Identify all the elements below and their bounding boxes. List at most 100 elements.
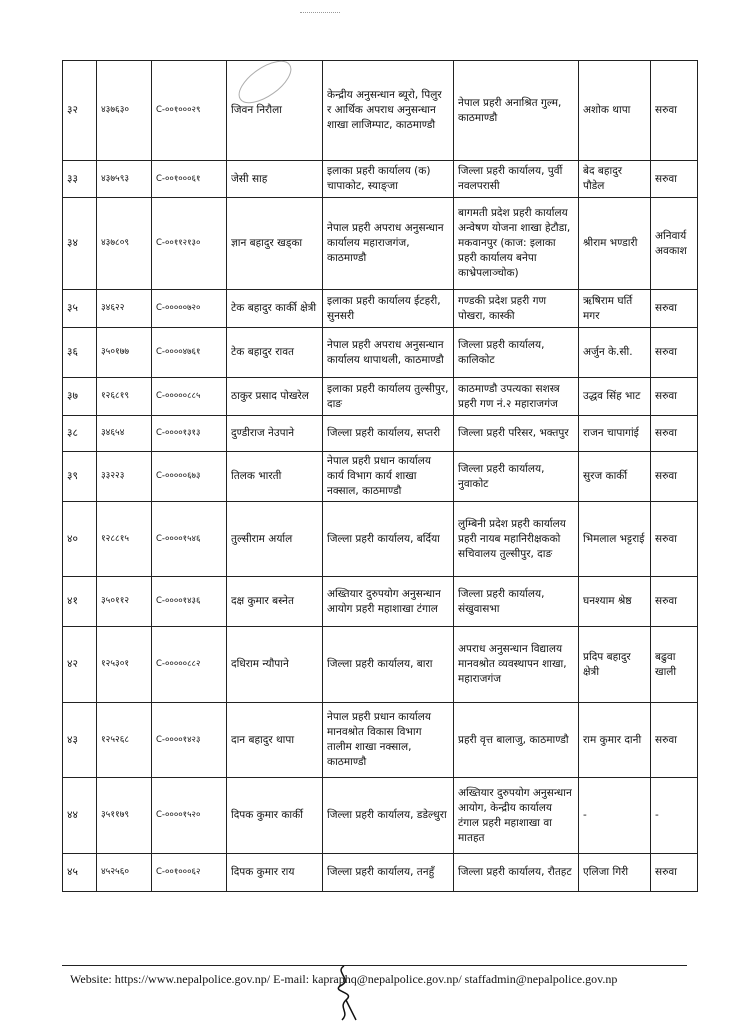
table-row: ३८ ३४६५४ C-००००१३१३ दुण्डीराज नेउपाने जिल्ला… <box>62 415 698 452</box>
employee-name: तुल्सीराम अर्याल <box>226 501 323 577</box>
employee-id: ३३२२३ <box>96 451 152 502</box>
table-row: ४४ ३५११७९ C-००००१५२० दिपक कुमार कार्की जिल्ल… <box>62 777 698 854</box>
remark: - <box>650 777 698 854</box>
table-row: ३६ ३५०१७७ C-००००४७६१ टेक बहादुर रावत नेपाल प… <box>62 327 698 378</box>
serial-number: ४५ <box>62 853 97 892</box>
employee-name: दान बहादुर थापा <box>226 702 323 778</box>
current-office: जिल्ला प्रहरी कार्यालय, तनहुँ <box>322 853 454 892</box>
employee-id: ३५०१७७ <box>96 327 152 378</box>
replacement-name: राम कुमार दानी <box>578 702 651 778</box>
transfer-office: जिल्ला प्रहरी कार्यालय, रौतहट <box>453 853 579 892</box>
current-office: नेपाल प्रहरी अपराध अनुसन्धान कार्यालय था… <box>322 327 454 378</box>
employee-id: ३४६५४ <box>96 415 152 452</box>
employee-name: टेक बहादुर रावत <box>226 327 323 378</box>
replacement-name: अर्जुन के.सी. <box>578 327 651 378</box>
signature <box>337 965 357 1021</box>
replacement-name: घनश्याम श्रेष्ठ <box>578 576 651 627</box>
code-number: C-०००००८८५ <box>151 377 227 416</box>
employee-id: ३५०११२ <box>96 576 152 627</box>
transfer-office: जिल्ला प्रहरी कार्यालय, कालिकोट <box>453 327 579 378</box>
scan-mark <box>300 12 340 27</box>
code-number: C-००००१५२० <box>151 777 227 854</box>
table-row: ३२ ४३७६३० C-००१०००२९ जिवन निरौला केन्द्रीय अ… <box>62 60 698 161</box>
employee-id: ४३७५९३ <box>96 160 152 198</box>
current-office: इलाका प्रहरी कार्यालय ईटहरी, सुनसरी <box>322 289 454 328</box>
transfer-office: लुम्बिनी प्रदेश प्रहरी कार्यालय प्रहरी न… <box>453 501 579 577</box>
replacement-name: उद्धव सिंह भाट <box>578 377 651 416</box>
remark: सरुवा <box>650 853 698 892</box>
employee-name: ठाकुर प्रसाद पोखरेल <box>226 377 323 416</box>
code-number: C-००१०००६१ <box>151 160 227 198</box>
current-office: नेपाल प्रहरी अपराध अनुसन्धान कार्यालय मह… <box>322 197 454 290</box>
footer-divider <box>62 965 687 966</box>
employee-name: दुण्डीराज नेउपाने <box>226 415 323 452</box>
transfer-office: जिल्ला प्रहरी परिसर, भक्तपुर <box>453 415 579 452</box>
employee-name: तिलक भारती <box>226 451 323 502</box>
remark: सरुवा <box>650 60 698 161</box>
employee-id: १२८८१५ <box>96 501 152 577</box>
code-number: C-०००००८८२ <box>151 626 227 703</box>
code-number: C-००००१४३६ <box>151 576 227 627</box>
code-number: C-००००१५४६ <box>151 501 227 577</box>
remark: सरुवा <box>650 377 698 416</box>
current-office: जिल्ला प्रहरी कार्यालय, सप्तरी <box>322 415 454 452</box>
serial-number: ३२ <box>62 60 97 161</box>
replacement-name: - <box>578 777 651 854</box>
employee-id: ३४६२२ <box>96 289 152 328</box>
employee-name: दधिराम न्यौपाने <box>226 626 323 703</box>
transfer-office: जिल्ला प्रहरी कार्यालय, संखुवासभा <box>453 576 579 627</box>
employee-id: १२५३०१ <box>96 626 152 703</box>
transfer-office: काठमाण्डौ उपत्यका सशस्त्र प्रहरी गण नं.२… <box>453 377 579 416</box>
serial-number: ४० <box>62 501 97 577</box>
table-row: ३३ ४३७५९३ C-००१०००६१ जेसी साह इलाका प्रहरी क… <box>62 160 698 198</box>
table-row: ३४ ४३७८०९ C-००११२१३० ज्ञान बहादुर खड्का नेपा… <box>62 197 698 290</box>
serial-number: ३४ <box>62 197 97 290</box>
transfer-office: प्रहरी वृत्त बालाजु, काठमाण्डौ <box>453 702 579 778</box>
table-row: ४१ ३५०११२ C-००००१४३६ दक्ष कुमार बस्नेत अख्ति… <box>62 576 698 627</box>
code-number: C-००००१३१३ <box>151 415 227 452</box>
employee-name: जेसी साह <box>226 160 323 198</box>
employee-id: १२५२६८ <box>96 702 152 778</box>
replacement-name: ऋषिराम घर्ति मगर <box>578 289 651 328</box>
current-office: नेपाल प्रहरी प्रधान कार्यालय कार्य विभाग… <box>322 451 454 502</box>
table-row: ३७ १२६८१९ C-०००००८८५ ठाकुर प्रसाद पोखरेल इला… <box>62 377 698 416</box>
employee-name: दक्ष कुमार बस्नेत <box>226 576 323 627</box>
code-number: C-०००००६७३ <box>151 451 227 502</box>
remark: सरुवा <box>650 327 698 378</box>
replacement-name: एलिजा गिरी <box>578 853 651 892</box>
transfer-office: जिल्ला प्रहरी कार्यालय, नुवाकोट <box>453 451 579 502</box>
code-number: C-००१०००२९ <box>151 60 227 161</box>
serial-number: ३५ <box>62 289 97 328</box>
transfer-office: गण्डकी प्रदेश प्रहरी गण पोखरा, कास्की <box>453 289 579 328</box>
table-row: ४५ ४५२५६० C-००१०००६२ दिपक कुमार राय जिल्ला प… <box>62 853 698 892</box>
employee-id: ३५११७९ <box>96 777 152 854</box>
replacement-name: अशोक थापा <box>578 60 651 161</box>
serial-number: ४१ <box>62 576 97 627</box>
remark: सरुवा <box>650 415 698 452</box>
remark: सरुवा <box>650 451 698 502</box>
current-office: जिल्ला प्रहरी कार्यालय, डडेल्धुरा <box>322 777 454 854</box>
remark: सरुवा <box>650 702 698 778</box>
serial-number: ३९ <box>62 451 97 502</box>
code-number: C-००००४७६१ <box>151 327 227 378</box>
transfer-office: नेपाल प्रहरी अनाश्रित गुल्म, काठमाण्डौ <box>453 60 579 161</box>
current-office: जिल्ला प्रहरी कार्यालय, बारा <box>322 626 454 703</box>
serial-number: ४४ <box>62 777 97 854</box>
serial-number: ४२ <box>62 626 97 703</box>
table-row: ३९ ३३२२३ C-०००००६७३ तिलक भारती नेपाल प्रहरी … <box>62 451 698 502</box>
table-row: ४० १२८८१५ C-००००१५४६ तुल्सीराम अर्याल जिल्ला… <box>62 501 698 577</box>
employee-name: जिवन निरौला <box>226 60 323 161</box>
table-row: ३५ ३४६२२ C-०००००७२० टेक बहादुर कार्की क्षेत… <box>62 289 698 328</box>
replacement-name: श्रीराम भण्डारी <box>578 197 651 290</box>
serial-number: ३३ <box>62 160 97 198</box>
code-number: C-००००१४२३ <box>151 702 227 778</box>
remark: सरुवा <box>650 576 698 627</box>
remark: सरुवा <box>650 160 698 198</box>
serial-number: ३६ <box>62 327 97 378</box>
table-row: ४२ १२५३०१ C-०००००८८२ दधिराम न्यौपाने जिल्ला … <box>62 626 698 703</box>
remark: सरुवा <box>650 501 698 577</box>
replacement-name: सुरज कार्की <box>578 451 651 502</box>
replacement-name: बेद बहादुर पौडेल <box>578 160 651 198</box>
current-office: इलाका प्रहरी कार्यालय (क) चापाकोट, स्याङ… <box>322 160 454 198</box>
table-row: ४३ १२५२६८ C-००००१४२३ दान बहादुर थापा नेपाल प… <box>62 702 698 778</box>
